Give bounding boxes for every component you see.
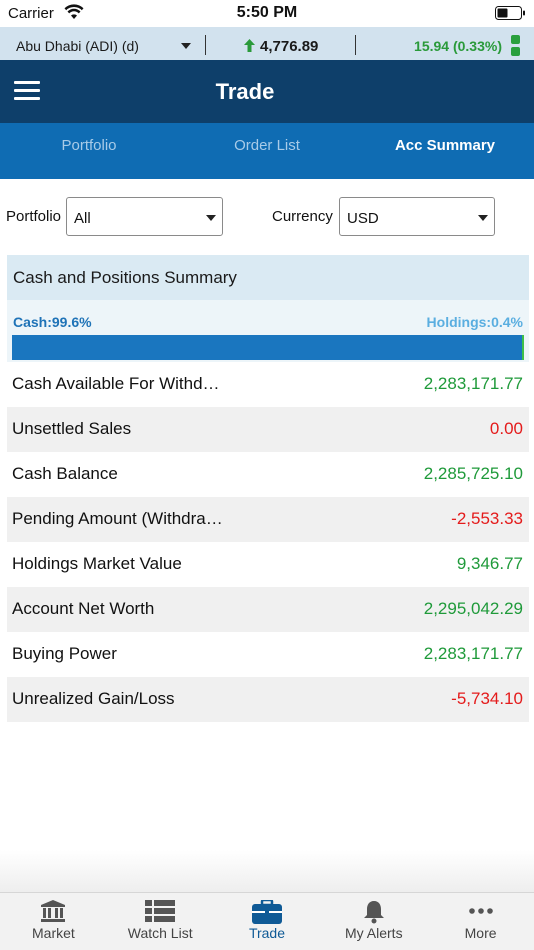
row-value: 9,346.77 [456,554,523,573]
holdings-percent-label: Holdings:0.4% [426,314,523,330]
tabbar-label: Watch List [127,925,193,941]
row-label: Cash Balance [12,464,118,483]
tabbar-label: My Alerts [345,925,403,941]
tab-acc-summary[interactable]: Acc Summary [394,137,496,154]
tabbar-label: Market [32,925,75,941]
menu-icon[interactable] [14,81,40,101]
trade-tabs: Portfolio Order List Acc Summary [0,123,534,179]
summary-rows: Cash Available For Withd… 2,283,171.77 U… [7,362,529,722]
allocation-bar [12,335,524,360]
list-icon [145,900,176,922]
row-label: Unsettled Sales [12,419,132,438]
divider [205,35,206,55]
briefcase-icon [251,900,282,924]
tab-order-list[interactable]: Order List [234,137,300,154]
summary-row: Buying Power 2,283,171.77 [7,632,529,677]
allocation-panel: Cash:99.6% Holdings:0.4% [7,300,529,362]
status-bar: Carrier 5:50 PM [0,0,534,27]
summary-row: Pending Amount (Withdra… -2,553.33 [7,497,529,542]
row-label: Unrealized Gain/Loss [12,689,175,708]
row-label: Buying Power [12,644,117,663]
tabbar-watch-list[interactable]: Watch List [107,893,214,950]
row-value: -2,553.33 [451,509,523,528]
market-status-indicator [511,35,520,59]
chevron-down-icon[interactable] [181,43,191,49]
carrier-label: Carrier [8,5,54,22]
tabbar-my-alerts[interactable]: My Alerts [320,893,427,950]
chevron-down-icon [478,215,488,221]
market-ticker[interactable]: Abu Dhabi (ADI) (d) 4,776.89 15.94 (0.33… [0,27,534,60]
summary-row: Holdings Market Value 9,346.77 [7,542,529,587]
currency-select[interactable]: USD [339,197,495,236]
portfolio-label: Portfolio [6,208,62,225]
summary-header: Cash and Positions Summary [7,255,529,300]
summary-title: Cash and Positions Summary [13,268,237,287]
wifi-icon [64,4,84,19]
bell-icon [363,901,384,924]
tab-portfolio[interactable]: Portfolio [61,137,117,154]
portfolio-select[interactable]: All [66,197,223,236]
tabbar-market[interactable]: Market [0,893,107,950]
cash-bar-fill [12,335,522,360]
summary-row: Cash Balance 2,285,725.10 [7,452,529,497]
arrow-up-icon [244,39,255,52]
row-value: 0.00 [489,419,523,438]
row-value: 2,285,725.10 [423,464,523,483]
page-title: Trade [215,79,275,104]
tabbar-trade[interactable]: Trade [214,893,321,950]
chevron-down-icon [206,215,216,221]
row-value: -5,734.10 [451,689,523,708]
cash-percent-label: Cash:99.6% [13,314,92,330]
index-value: 4,776.89 [260,38,319,55]
row-label: Holdings Market Value [12,554,182,573]
battery-icon [495,6,525,20]
row-value: 2,283,171.77 [423,374,523,393]
tabbar-label: More [464,925,497,941]
exchange-selector[interactable]: Abu Dhabi (ADI) (d) [16,38,139,54]
tabbar-more[interactable]: More [427,893,534,950]
index-change: 15.94 (0.33%) [414,38,502,54]
summary-row: Account Net Worth 2,295,042.29 [7,587,529,632]
app-header: Trade [0,60,534,123]
currency-select-value: USD [347,210,379,227]
bottom-tab-bar: Market Watch List Trade My Alerts More [0,892,534,950]
clock: 5:50 PM [236,4,298,21]
summary-row: Unrealized Gain/Loss -5,734.10 [7,677,529,722]
summary-row: Cash Available For Withd… 2,283,171.77 [7,362,529,407]
row-value: 2,283,171.77 [423,644,523,663]
row-label: Account Net Worth [12,599,155,618]
tabbar-label: Trade [248,925,286,941]
filters: Portfolio All Currency USD [0,196,534,238]
bank-icon [41,900,66,922]
row-value: 2,295,042.29 [423,599,523,618]
summary-row: Unsettled Sales 0.00 [7,407,529,452]
row-label: Pending Amount (Withdra… [12,509,223,528]
portfolio-select-value: All [74,210,91,227]
divider [355,35,356,55]
row-label: Cash Available For Withd… [12,374,220,393]
currency-label: Currency [272,208,333,225]
more-dots-icon [468,908,493,914]
bottom-fade [0,850,534,892]
